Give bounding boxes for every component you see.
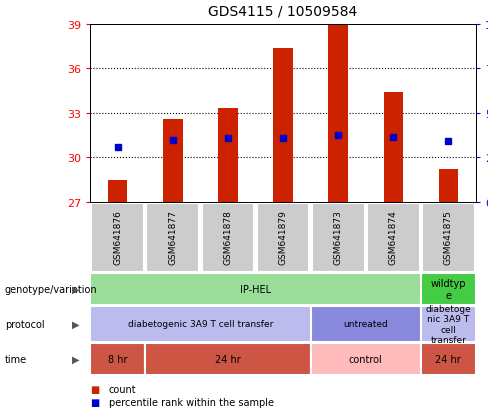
- Bar: [90, 306, 310, 342]
- Text: genotype/variation: genotype/variation: [5, 284, 98, 294]
- Bar: [273, 48, 293, 202]
- Bar: [90, 344, 145, 375]
- Text: 8 hr: 8 hr: [108, 354, 127, 364]
- Text: GSM641873: GSM641873: [334, 210, 343, 265]
- Bar: [310, 306, 421, 342]
- Text: percentile rank within the sample: percentile rank within the sample: [109, 396, 274, 407]
- Bar: [421, 273, 476, 305]
- Text: 24 hr: 24 hr: [435, 354, 461, 364]
- Bar: [257, 203, 309, 272]
- Text: control: control: [349, 354, 383, 364]
- Text: diabetogenic 3A9 T cell transfer: diabetogenic 3A9 T cell transfer: [128, 320, 273, 329]
- Text: GSM641877: GSM641877: [168, 210, 178, 265]
- Text: ▶: ▶: [72, 319, 80, 329]
- Text: ▶: ▶: [72, 284, 80, 294]
- Bar: [421, 306, 476, 342]
- Text: wildtyp
e: wildtyp e: [430, 278, 466, 300]
- Bar: [367, 203, 420, 272]
- Text: protocol: protocol: [5, 319, 44, 329]
- Bar: [163, 119, 183, 202]
- Text: GSM641879: GSM641879: [279, 210, 287, 265]
- Bar: [421, 344, 476, 375]
- Text: GSM641878: GSM641878: [224, 210, 232, 265]
- Bar: [310, 344, 421, 375]
- Bar: [90, 273, 421, 305]
- Bar: [218, 109, 238, 202]
- Bar: [91, 203, 144, 272]
- Text: ■: ■: [90, 396, 100, 407]
- Bar: [328, 26, 348, 202]
- Text: time: time: [5, 354, 27, 364]
- Text: GDS4115 / 10509584: GDS4115 / 10509584: [208, 5, 358, 19]
- Text: ■: ■: [90, 384, 100, 394]
- Bar: [146, 203, 199, 272]
- Text: 24 hr: 24 hr: [215, 354, 241, 364]
- Bar: [108, 180, 127, 202]
- Text: GSM641875: GSM641875: [444, 210, 453, 265]
- Bar: [384, 93, 403, 202]
- Text: diabetoge
nic 3A9 T
cell
transfer: diabetoge nic 3A9 T cell transfer: [426, 304, 471, 344]
- Bar: [439, 170, 458, 202]
- Text: count: count: [109, 384, 137, 394]
- Text: untreated: untreated: [343, 320, 388, 329]
- Text: IP-HEL: IP-HEL: [240, 284, 271, 294]
- Text: GSM641876: GSM641876: [113, 210, 122, 265]
- Text: GSM641874: GSM641874: [388, 210, 398, 265]
- Bar: [312, 203, 365, 272]
- Bar: [145, 344, 310, 375]
- Bar: [422, 203, 475, 272]
- Text: ▶: ▶: [72, 354, 80, 364]
- Bar: [202, 203, 254, 272]
